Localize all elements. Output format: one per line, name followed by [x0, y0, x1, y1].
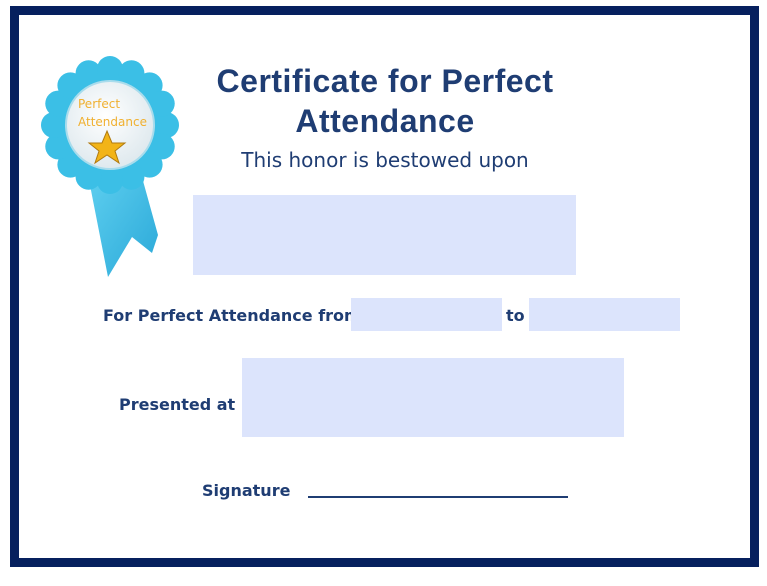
to-label: to: [506, 306, 525, 325]
subtitle: This honor is bestowed upon: [241, 148, 529, 172]
attendance-label: For Perfect Attendance from: [103, 306, 361, 325]
rosette-petal: [45, 133, 72, 160]
rosette-petal: [148, 90, 175, 117]
award-ribbon-badge: Perfect Attendance: [41, 56, 179, 277]
signature-label: Signature: [202, 481, 291, 500]
presented-at-field[interactable]: [242, 358, 624, 437]
rosette-petal: [153, 112, 179, 138]
rosette-petal: [75, 60, 102, 87]
ribbon-tail: [88, 170, 158, 277]
title-line-2: Attendance: [295, 103, 475, 139]
signature-line[interactable]: [308, 496, 568, 498]
from-date-field[interactable]: [351, 298, 502, 331]
to-date-field[interactable]: [529, 298, 680, 331]
badge-line1: Perfect: [78, 97, 120, 111]
star-icon: [87, 129, 127, 165]
rosette-petal: [41, 112, 67, 138]
badge-line2: Attendance: [78, 115, 147, 129]
rosette-petal: [97, 168, 123, 194]
rosette-petal: [118, 163, 145, 190]
certificate-title: Certificate for Perfect Attendance: [150, 61, 620, 141]
recipient-name-field[interactable]: [193, 195, 576, 275]
presented-label: Presented at: [119, 395, 236, 414]
rosette-petal: [97, 56, 123, 82]
title-line-1: Certificate for Perfect: [216, 63, 554, 99]
